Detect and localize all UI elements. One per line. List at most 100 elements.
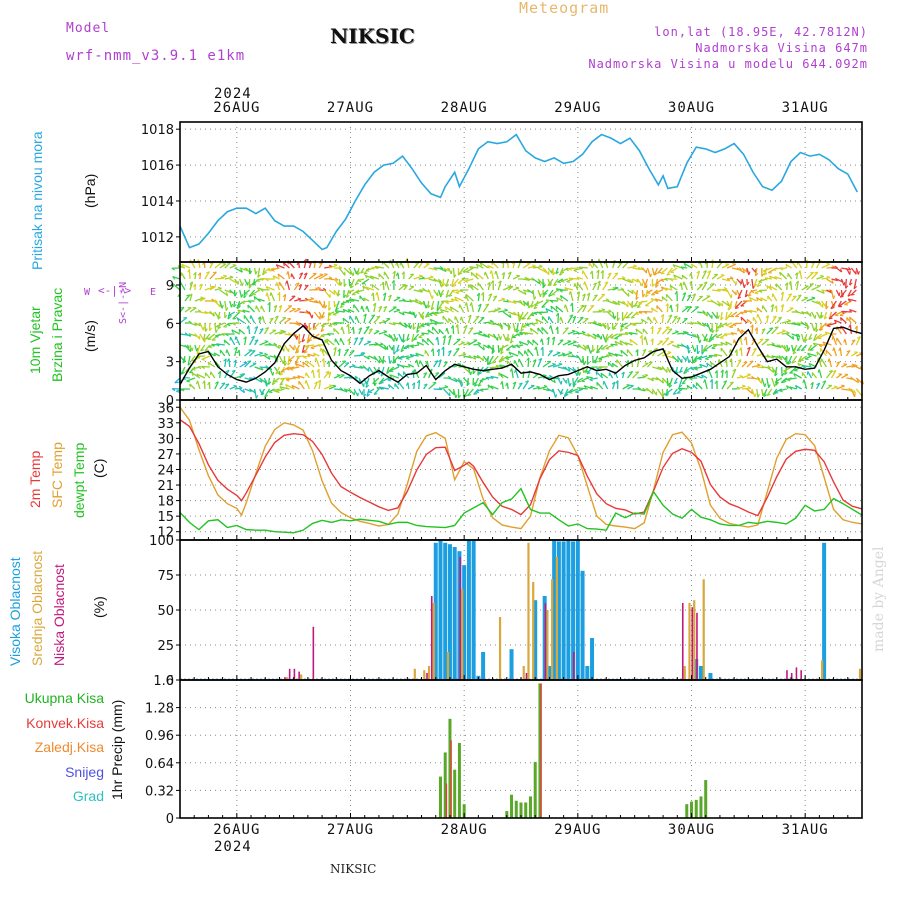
y-tick-label: 18 <box>157 495 174 510</box>
wind-barb-head <box>241 301 245 305</box>
wind-barb <box>368 388 375 393</box>
wind-barb <box>645 289 649 298</box>
wind-barb <box>477 344 485 351</box>
wind-barb-head <box>551 336 556 340</box>
wind-barb-head <box>625 359 629 364</box>
wind-barb-head <box>756 284 761 288</box>
wind-barb <box>442 278 445 287</box>
wind-barb <box>696 283 704 291</box>
wind-barb <box>279 386 290 390</box>
wind-barb-head <box>737 296 742 300</box>
wind-barb <box>696 333 701 344</box>
wind-barb-head <box>485 377 490 381</box>
wind-barb <box>779 388 787 392</box>
wind-barb-head <box>401 365 405 369</box>
wind-barb <box>838 300 847 308</box>
wind-barb-head <box>531 323 536 327</box>
wind-barb <box>592 333 600 338</box>
wind-barb <box>244 388 252 393</box>
wind-barb <box>751 324 754 335</box>
wind-barb-head <box>249 270 253 275</box>
wind-barb-head <box>847 294 852 297</box>
cloud-high-bar <box>566 540 571 680</box>
wind-barb <box>408 285 415 291</box>
wind-barb-head <box>478 372 482 375</box>
wind-barb <box>751 278 754 289</box>
wind-barb <box>393 297 401 302</box>
wind-barb <box>378 377 385 385</box>
compass-west: W <box>84 287 91 298</box>
wind-barb-head <box>555 305 558 310</box>
wind-barb <box>406 333 410 341</box>
wind-barb <box>766 327 774 335</box>
wind-barb <box>677 344 684 347</box>
wind-barb <box>499 373 509 379</box>
wind-barb <box>804 333 808 342</box>
wind-barb <box>751 364 761 368</box>
wind-barb <box>512 311 522 319</box>
wind-barb-head <box>402 298 406 301</box>
cloud-low-bar <box>288 668 291 680</box>
wind-barb <box>498 309 508 313</box>
wind-barb <box>551 289 559 296</box>
panel-frames <box>179 121 863 819</box>
wind-barb-head <box>608 309 612 313</box>
wind-barb <box>488 333 496 339</box>
wind-barb-head <box>382 359 386 364</box>
wind-barb-head <box>594 335 597 340</box>
wind-barb <box>266 292 271 302</box>
wind-barb <box>229 336 236 346</box>
wind-barb-head <box>729 276 734 279</box>
wind-barb <box>464 278 474 282</box>
wind-barb <box>398 283 406 291</box>
wind-barb <box>347 289 355 294</box>
wind-barb-head <box>572 340 577 343</box>
wind-barb-head <box>371 314 375 317</box>
wind-barb <box>556 297 564 302</box>
wind-barb-head <box>279 386 283 390</box>
wind-barb <box>239 362 248 368</box>
wind-barb <box>263 327 270 335</box>
wind-barb-head <box>573 269 578 273</box>
wind-barb-head <box>682 281 685 286</box>
wind-barb <box>652 377 659 381</box>
wind-barb <box>286 366 295 370</box>
wind-barb-head <box>565 268 569 272</box>
wind-barb <box>577 304 585 313</box>
wind-barb <box>394 383 400 390</box>
wind-barb-field <box>171 258 864 399</box>
wind-barb <box>313 352 320 357</box>
watermark: made by Angel <box>871 546 887 653</box>
wind-barb-head <box>717 359 720 363</box>
wind-barb <box>651 267 655 276</box>
wind-barb <box>308 311 313 319</box>
wind-barb-head <box>221 382 226 385</box>
wind-barb <box>576 276 583 280</box>
wind-barb <box>821 277 831 280</box>
wind-barb-head <box>333 263 338 266</box>
wind-barb <box>836 337 842 346</box>
wind-barb <box>527 385 535 390</box>
wind-barb-head <box>703 379 706 383</box>
wind-barb <box>811 285 821 291</box>
wind-barb <box>323 300 326 309</box>
wind-barb-head <box>545 308 549 312</box>
wind-barb-head <box>482 357 485 362</box>
wind-barb <box>304 344 315 347</box>
wind-barb-head <box>681 382 686 385</box>
wind-barb-head <box>497 307 501 310</box>
wind-barb <box>736 359 742 368</box>
wind-barb-head <box>487 281 491 286</box>
wind-barb <box>334 338 340 346</box>
wind-barb <box>739 337 743 346</box>
wind-barb <box>816 289 825 294</box>
wind-barb <box>647 388 654 395</box>
wind-barb <box>527 265 536 269</box>
wind-barb <box>431 326 440 335</box>
wind-barb-head <box>792 351 797 355</box>
wind-barb <box>303 355 310 358</box>
wind-barb-head <box>638 302 642 305</box>
wind-barb-head <box>440 293 444 296</box>
wind-barb-head <box>756 363 761 366</box>
wind-barb <box>612 287 619 291</box>
